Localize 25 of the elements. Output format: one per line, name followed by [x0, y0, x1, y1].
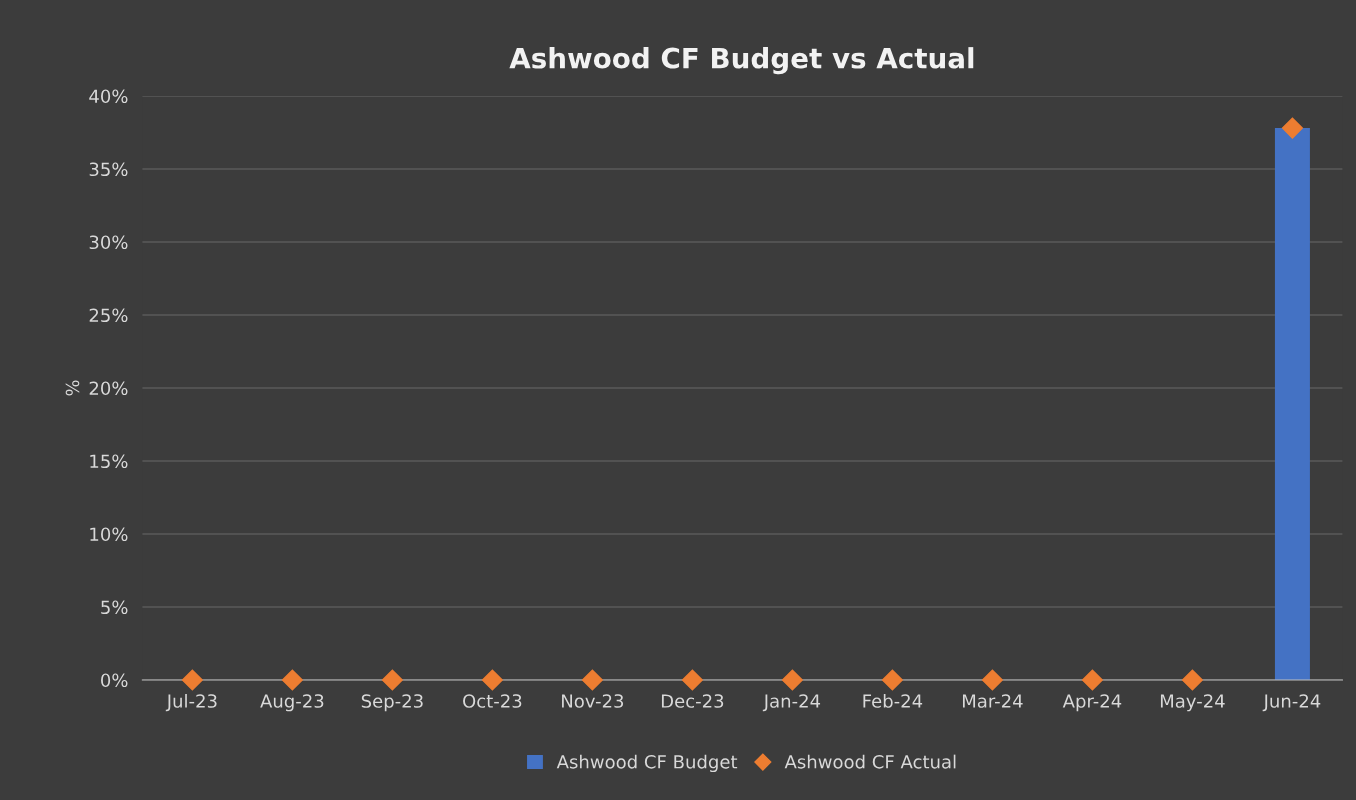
y-tick-label: 40%: [89, 89, 128, 104]
y-tick-label: 0%: [101, 673, 128, 688]
y-tick-label: 30%: [89, 235, 128, 250]
x-tick-label: Oct-23: [463, 694, 522, 708]
y-tick-label: 15%: [90, 454, 128, 469]
y-tick-label: 20%: [89, 381, 128, 396]
x-tick-label: Aug-23: [260, 694, 324, 712]
y-tick-label: 25%: [89, 308, 128, 323]
x-tick-label: Sep-23: [361, 694, 423, 712]
x-tick-label: Apr-24: [1062, 694, 1122, 712]
x-tick-label: Dec-23: [661, 694, 724, 708]
y-tick-label: 5%: [101, 600, 128, 615]
x-tick-label: Jun-24: [1262, 694, 1321, 712]
x-tick-label: Jul-23: [165, 693, 217, 712]
x-tick-label: Nov-23: [562, 694, 624, 708]
chart-title: Ashwood CF Budget vs Actual: [509, 47, 974, 75]
y-axis-title: %: [65, 380, 80, 396]
legend-label: Ashwood CF Actual: [784, 754, 956, 769]
y-tick-label: 35%: [89, 162, 128, 177]
x-tick-label: May-24: [1160, 694, 1225, 712]
x-tick-label: Mar-24: [962, 694, 1023, 708]
x-tick-label: Jan-24: [762, 694, 821, 712]
x-tick-label: Feb-24: [863, 693, 923, 708]
legend-label: Ashwood CF Budget: [556, 754, 738, 773]
y-tick-label: 10%: [90, 527, 128, 542]
